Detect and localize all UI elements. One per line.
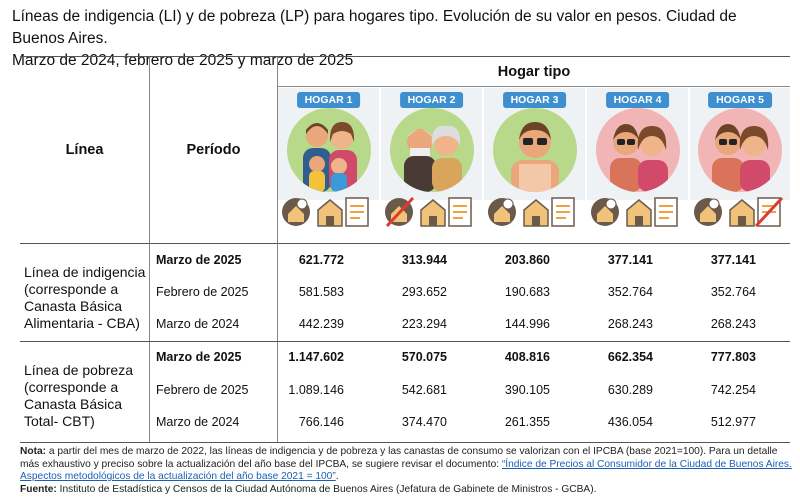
hogar-2-badge: HOGAR 2 — [399, 92, 464, 108]
divider — [277, 57, 278, 442]
single-adult-icon — [492, 108, 577, 192]
value-cell: 542.681 — [401, 383, 447, 397]
periodo-cell: Febrero de 2025 — [156, 383, 249, 397]
homeowner-no-icon — [385, 196, 415, 228]
homeowner-icon — [591, 198, 619, 226]
note-end: . — [335, 471, 339, 483]
header-periodo: Período — [186, 142, 241, 158]
label-line: Canasta Básica — [24, 298, 123, 314]
value-cell: 390.105 — [504, 383, 550, 397]
label-line: Línea de indigencia — [24, 264, 146, 280]
note-text: a partir del mes de marzo de 2022, las l… — [20, 446, 778, 470]
periodo-cell: Marzo de 2025 — [156, 350, 242, 364]
house-rent-icon — [317, 199, 343, 227]
label-line: (corresponde a — [24, 281, 119, 297]
hogar-2-column: HOGAR 2 — [381, 88, 482, 228]
footnote: Nota: a partir del mes de marzo de 2022,… — [20, 446, 795, 496]
value-cell: 766.146 — [298, 415, 344, 429]
homeowner-icon — [694, 198, 722, 226]
label-line: Alimentaria - CBA) — [24, 315, 140, 331]
value-cell: 581.583 — [298, 285, 344, 299]
hogar-4-column: HOGAR 4 — [587, 88, 688, 227]
hogar-5-badge: HOGAR 5 — [708, 92, 772, 108]
value-cell: 630.289 — [607, 383, 653, 397]
house-rent-icon — [420, 199, 446, 227]
divider — [278, 86, 790, 87]
value-cell: 352.764 — [607, 285, 653, 299]
value-cell: 512.977 — [710, 415, 756, 429]
hogar-1-column: HOGAR 1 — [278, 88, 379, 227]
data-table: Línea Período Hogar tipo HOGAR 1 HOGAR 2 — [20, 56, 790, 443]
hogar-1-badge: HOGAR 1 — [296, 92, 361, 108]
value-cell: 313.944 — [401, 253, 447, 267]
label-line: (corresponde a — [24, 379, 119, 395]
header-hogar-tipo: Hogar tipo — [497, 64, 571, 80]
label-line: Línea de pobreza — [24, 362, 133, 378]
divider — [20, 341, 790, 342]
family-two-adults-two-children-icon — [286, 108, 371, 192]
value-cell: 621.772 — [298, 253, 344, 267]
value-cell: 570.075 — [401, 350, 447, 364]
hogar-3-badge: HOGAR 3 — [502, 92, 567, 108]
young-couple-icon — [698, 108, 782, 192]
value-cell: 436.054 — [607, 415, 653, 429]
value-cell: 377.141 — [710, 253, 756, 267]
label-line: Total- CBT) — [24, 413, 95, 429]
label-line: Canasta Básica — [24, 396, 123, 412]
value-cell: 293.652 — [401, 285, 447, 299]
document-icon — [654, 197, 678, 227]
periodo-cell: Marzo de 2024 — [156, 317, 240, 331]
value-cell: 223.294 — [401, 317, 447, 331]
value-cell: 352.764 — [710, 285, 756, 299]
divider — [149, 57, 150, 442]
homeowner-icon — [488, 198, 516, 226]
value-cell: 777.803 — [710, 350, 756, 364]
young-couple-icon — [595, 108, 680, 192]
note-label: Nota: — [20, 446, 47, 457]
hogar-3-column: HOGAR 3 — [484, 88, 585, 227]
periodo-cell: Marzo de 2025 — [156, 253, 242, 267]
source-paragraph: Fuente: Instituto de Estadística y Censo… — [20, 484, 795, 497]
value-cell: 144.996 — [504, 317, 550, 331]
document-icon — [345, 197, 369, 227]
value-cell: 374.470 — [401, 415, 447, 429]
homeowner-icon — [282, 198, 310, 226]
value-cell: 442.239 — [298, 317, 344, 331]
value-cell: 261.355 — [504, 415, 550, 429]
hogar-4-badge: HOGAR 4 — [605, 92, 670, 108]
value-cell: 190.683 — [504, 285, 550, 299]
line-label-pobreza: Línea de pobreza (corresponde a Canasta … — [24, 362, 148, 430]
periodo-cell: Febrero de 2025 — [156, 285, 249, 299]
value-cell: 742.254 — [710, 383, 756, 397]
document-icon — [551, 197, 575, 227]
hogar-5-column: HOGAR 5 — [690, 88, 790, 228]
source-label: Fuente: — [20, 483, 57, 495]
header-linea: Línea — [65, 142, 104, 158]
title-line-1: Líneas de indigencia (LI) y de pobreza (… — [12, 8, 737, 47]
document-no-icon — [754, 196, 784, 228]
value-cell: 408.816 — [504, 350, 550, 364]
value-cell: 1.089.146 — [288, 383, 344, 397]
source-text: Instituto de Estadística y Censos de la … — [56, 483, 597, 495]
value-cell: 377.141 — [607, 253, 653, 267]
document-icon — [448, 197, 472, 227]
house-rent-icon — [626, 199, 652, 227]
methodology-link[interactable]: “Índice de Precios al Consumidor de la C… — [20, 458, 792, 483]
line-label-indigencia: Línea de indigencia (corresponde a Canas… — [24, 264, 148, 332]
value-cell: 268.243 — [607, 317, 653, 331]
house-rent-icon — [523, 199, 549, 227]
value-cell: 662.354 — [607, 350, 653, 364]
value-cell: 1.147.602 — [288, 350, 344, 364]
note-paragraph: Nota: a partir del mes de marzo de 2022,… — [20, 446, 795, 484]
house-rent-icon — [729, 199, 755, 227]
value-cell: 203.860 — [504, 253, 550, 267]
divider — [20, 243, 790, 244]
elderly-couple-icon — [389, 108, 474, 192]
periodo-cell: Marzo de 2024 — [156, 415, 240, 429]
value-cell: 268.243 — [710, 317, 756, 331]
